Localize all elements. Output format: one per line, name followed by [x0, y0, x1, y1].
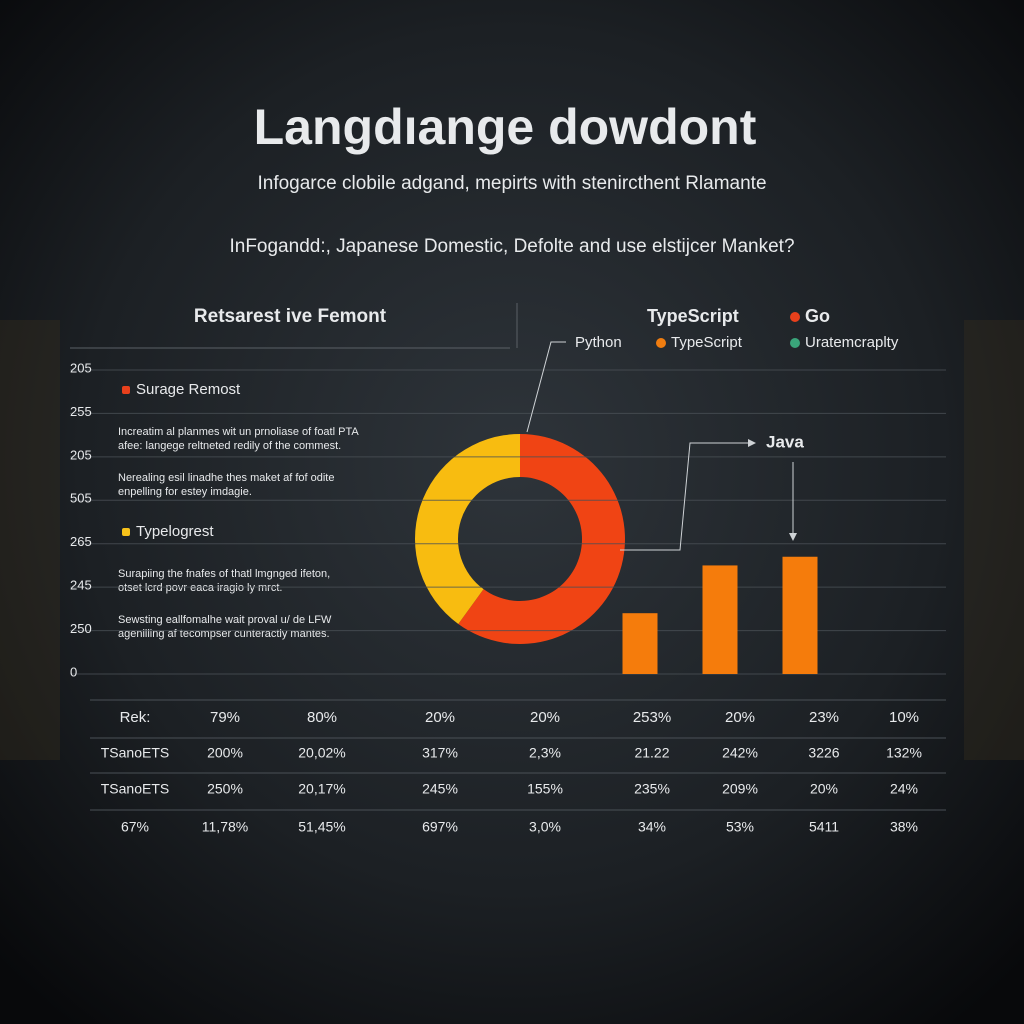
section-line: otset lcrd povr eaca iragio ly mrct.	[118, 582, 282, 594]
legend-dot	[656, 338, 666, 348]
table-cell: 10%	[889, 709, 919, 726]
y-tick-label: 0	[70, 664, 77, 679]
table-cell: 132%	[886, 745, 922, 761]
section-line: Nerealing esil linadhe thes maket af fof…	[118, 472, 334, 484]
y-tick-label: 265	[70, 534, 92, 549]
bar	[782, 556, 818, 674]
table-cell: 5411	[809, 819, 839, 835]
y-tick-label: 250	[70, 621, 92, 636]
legend-label: Uratemcraplty	[805, 334, 899, 351]
legend-label: Python	[575, 334, 622, 351]
section-line: Surapiing the fnafes of thatl lmgnged if…	[118, 568, 330, 580]
table-cell: TSanoETS	[101, 745, 169, 761]
table-cell: 20,02%	[298, 745, 345, 761]
table-cell: 20%	[725, 709, 755, 726]
table-cell: 20%	[530, 709, 560, 726]
section-line: agenilling af tecompser cunteractly mant…	[118, 628, 330, 640]
table-cell: 200%	[207, 745, 243, 761]
table-cell: 20%	[810, 781, 838, 797]
backdrop-right	[964, 320, 1024, 760]
y-tick-label: 255	[70, 404, 92, 419]
legend-label: TypeScript	[671, 334, 743, 351]
pie-segment	[458, 434, 625, 644]
legend-label: Go	[805, 306, 830, 326]
legend-dot	[790, 312, 800, 322]
table-cell: 3,0%	[529, 819, 561, 835]
java-pointer	[620, 439, 756, 551]
backdrop-left	[0, 320, 60, 760]
legend-label: TypeScript	[647, 306, 739, 326]
python-pointer	[526, 341, 566, 433]
table-cell: 250%	[207, 781, 243, 797]
table-cell: 253%	[633, 709, 671, 726]
section-line: afee: langege reltneted redily of the co…	[118, 440, 341, 452]
y-tick-label: 505	[70, 491, 92, 506]
y-tick-label: 245	[70, 578, 92, 593]
question: InFogandd:, Japanese Domestic, Defolte a…	[229, 236, 794, 257]
table-cell: 38%	[890, 819, 918, 835]
legend-dot	[790, 338, 800, 348]
table-cell: 80%	[307, 709, 337, 726]
table-cell: 209%	[722, 781, 758, 797]
table-cell: Rek:	[120, 709, 151, 726]
table-cell: 11,78%	[202, 819, 248, 835]
table-cell: 20,17%	[298, 781, 345, 797]
section-heading: Typelogrest	[136, 523, 214, 540]
bullet	[122, 386, 130, 394]
table-cell: 697%	[422, 819, 458, 835]
table-cell: 21.22	[634, 745, 669, 761]
table-cell: 20%	[425, 709, 455, 726]
bar	[622, 613, 658, 674]
section-line: Increatim al planmes wit un prnoliase of…	[118, 426, 359, 438]
chart-layer: Surage Remost Increatim al planmes wit un…	[70, 306, 946, 835]
table-cell: 2,3%	[529, 745, 561, 761]
table-cell: 67%	[121, 819, 149, 835]
table-cell: 245%	[422, 781, 458, 797]
table-cell: 155%	[527, 781, 563, 797]
pie-segment	[414, 433, 520, 624]
title: Langdıange dowdont	[254, 99, 757, 155]
table-cell: TSanoETS	[101, 781, 169, 797]
table-cell: 3226	[808, 745, 839, 761]
bar	[702, 565, 738, 674]
table-cell: 317%	[422, 745, 458, 761]
subtitle: Infogarce clobile adgand, mepirts with s…	[257, 173, 766, 194]
table-cell: 51,45%	[298, 819, 345, 835]
section-line: Sewsting eallfomalhe wait proval u/ de L…	[118, 614, 332, 626]
table-cell: 235%	[634, 781, 670, 797]
table-cell: 24%	[890, 781, 918, 797]
annotation: Java	[766, 432, 804, 451]
table-cell: 79%	[210, 709, 240, 726]
table-cell: 242%	[722, 745, 758, 761]
panel-title: Retsarest ive Femont	[194, 306, 387, 327]
table-cell: 34%	[638, 819, 666, 835]
section-heading: Surage Remost	[136, 381, 241, 398]
table-cell: 53%	[726, 819, 754, 835]
section-line: enpelling for estey imdagie.	[118, 486, 252, 498]
table-cell: 23%	[809, 709, 839, 726]
y-tick-label: 205	[70, 360, 92, 375]
bullet	[122, 528, 130, 536]
y-tick-label: 205	[70, 447, 92, 462]
